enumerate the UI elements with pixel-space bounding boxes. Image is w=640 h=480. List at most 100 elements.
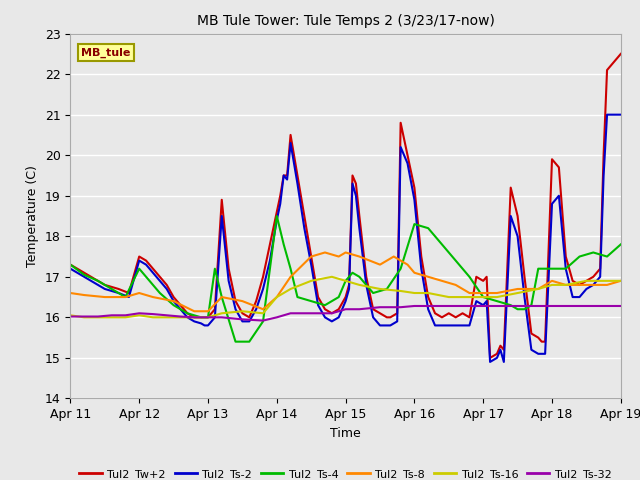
Tul2_Ts-32 (191, 314, 198, 320)
Tul2_Tw+2 (617, 51, 625, 57)
Tul2_Ts-8 (404, 262, 412, 267)
Tul2_Ts-32 (328, 311, 336, 316)
Tul2_Ts-8 (617, 278, 625, 284)
Tul2_Ts-16 (259, 311, 267, 316)
Tul2_Ts-32 (307, 311, 315, 316)
Tul2_Ts-8 (411, 270, 419, 276)
Tul2_Ts-8 (67, 290, 74, 296)
X-axis label: Time: Time (330, 427, 361, 440)
Tul2_Ts-32 (94, 313, 102, 319)
Tul2_Ts-16 (479, 294, 487, 300)
Tul2_Ts-8 (342, 250, 349, 255)
Tul2_Ts-2 (538, 351, 545, 357)
Tul2_Ts-8 (562, 282, 570, 288)
Tul2_Ts-8 (452, 282, 460, 288)
Tul2_Ts-16 (273, 294, 280, 300)
Tul2_Tw+2 (486, 355, 494, 361)
Tul2_Ts-8 (287, 274, 294, 280)
Line: Tul2_Ts-32: Tul2_Ts-32 (70, 306, 621, 321)
Tul2_Ts-8 (438, 278, 445, 284)
Tul2_Ts-8 (170, 298, 177, 304)
Tul2_Ts-8 (204, 308, 212, 314)
Tul2_Ts-16 (465, 294, 473, 300)
Tul2_Ts-16 (191, 314, 198, 320)
Tul2_Ts-8 (465, 290, 473, 296)
Tul2_Ts-8 (122, 294, 129, 300)
Tul2_Ts-8 (390, 253, 397, 259)
Tul2_Ts-4 (232, 339, 239, 345)
Tul2_Ts-4 (122, 294, 129, 300)
Tul2_Tw+2 (483, 274, 490, 280)
Line: Tul2_Ts-2: Tul2_Ts-2 (70, 115, 621, 362)
Tul2_Ts-16 (170, 314, 177, 320)
Tul2_Ts-2 (483, 298, 490, 304)
Tul2_Ts-2 (486, 359, 494, 365)
Tul2_Ts-8 (335, 253, 342, 259)
Tul2_Ts-16 (67, 312, 74, 318)
Tul2_Ts-32 (548, 303, 556, 309)
Tul2_Ts-16 (562, 282, 570, 288)
Tul2_Ts-32 (108, 312, 116, 318)
Tul2_Ts-8 (218, 294, 226, 300)
Tul2_Ts-8 (424, 274, 432, 280)
Tul2_Ts-8 (149, 294, 157, 300)
Tul2_Ts-8 (101, 294, 109, 300)
Tul2_Ts-8 (239, 298, 246, 304)
Tul2_Ts-16 (603, 278, 611, 284)
Tul2_Ts-32 (287, 311, 294, 316)
Line: Tul2_Tw+2: Tul2_Tw+2 (70, 54, 621, 358)
Tul2_Ts-8 (582, 282, 590, 288)
Tul2_Ts-32 (534, 303, 542, 309)
Tul2_Ts-2 (603, 112, 611, 118)
Tul2_Ts-2 (514, 233, 522, 239)
Tul2_Ts-8 (479, 290, 487, 296)
Tul2_Ts-32 (81, 313, 88, 319)
Tul2_Ts-16 (101, 314, 109, 320)
Tul2_Ts-2 (507, 213, 515, 219)
Tul2_Ts-8 (376, 262, 384, 267)
Tul2_Ts-16 (149, 314, 157, 320)
Tul2_Ts-32 (411, 303, 419, 309)
Tul2_Tw+2 (397, 120, 404, 126)
Tul2_Ts-8 (191, 308, 198, 314)
Tul2_Tw+2 (67, 262, 74, 267)
Title: MB Tule Tower: Tule Temps 2 (3/23/17-now): MB Tule Tower: Tule Temps 2 (3/23/17-now… (196, 14, 495, 28)
Line: Tul2_Ts-4: Tul2_Ts-4 (70, 216, 621, 342)
Text: MB_tule: MB_tule (81, 48, 131, 58)
Tul2_Ts-4 (273, 213, 280, 219)
Tul2_Ts-16 (445, 294, 452, 300)
Tul2_Ts-16 (287, 286, 294, 292)
Tul2_Ts-16 (239, 308, 246, 314)
Tul2_Ts-32 (479, 303, 487, 309)
Tul2_Ts-4 (294, 294, 301, 300)
Tul2_Ts-16 (493, 294, 501, 300)
Tul2_Ts-32 (376, 304, 384, 310)
Tul2_Ts-8 (548, 278, 556, 284)
Tul2_Ts-8 (321, 250, 329, 255)
Tul2_Tw+2 (521, 274, 529, 280)
Tul2_Ts-32 (136, 311, 143, 316)
Tul2_Ts-16 (122, 314, 129, 320)
Tul2_Ts-8 (356, 253, 364, 259)
Tul2_Ts-8 (493, 290, 501, 296)
Tul2_Ts-16 (356, 282, 364, 288)
Tul2_Tw+2 (538, 339, 545, 345)
Legend: Tul2_Tw+2, Tul2_Ts-2, Tul2_Ts-4, Tul2_Ts-8, Tul2_Ts-16, Tul2_Ts-32: Tul2_Tw+2, Tul2_Ts-2, Tul2_Ts-4, Tul2_Ts… (75, 464, 616, 480)
Tul2_Ts-16 (342, 278, 349, 284)
Tul2_Ts-32 (239, 316, 246, 322)
Tul2_Ts-8 (534, 286, 542, 292)
Tul2_Ts-32 (424, 303, 432, 309)
Tul2_Ts-32 (122, 312, 129, 318)
Tul2_Ts-16 (136, 312, 143, 318)
Tul2_Ts-32 (397, 304, 404, 310)
Tul2_Ts-4 (67, 262, 74, 267)
Tul2_Ts-16 (307, 278, 315, 284)
Tul2_Ts-32 (204, 314, 212, 320)
Tul2_Ts-32 (514, 303, 522, 309)
Tul2_Ts-32 (218, 314, 226, 320)
Tul2_Ts-16 (424, 290, 432, 296)
Tul2_Ts-16 (218, 311, 226, 316)
Tul2_Ts-16 (548, 282, 556, 288)
Tul2_Ts-16 (582, 278, 590, 284)
Tul2_Ts-32 (149, 311, 157, 317)
